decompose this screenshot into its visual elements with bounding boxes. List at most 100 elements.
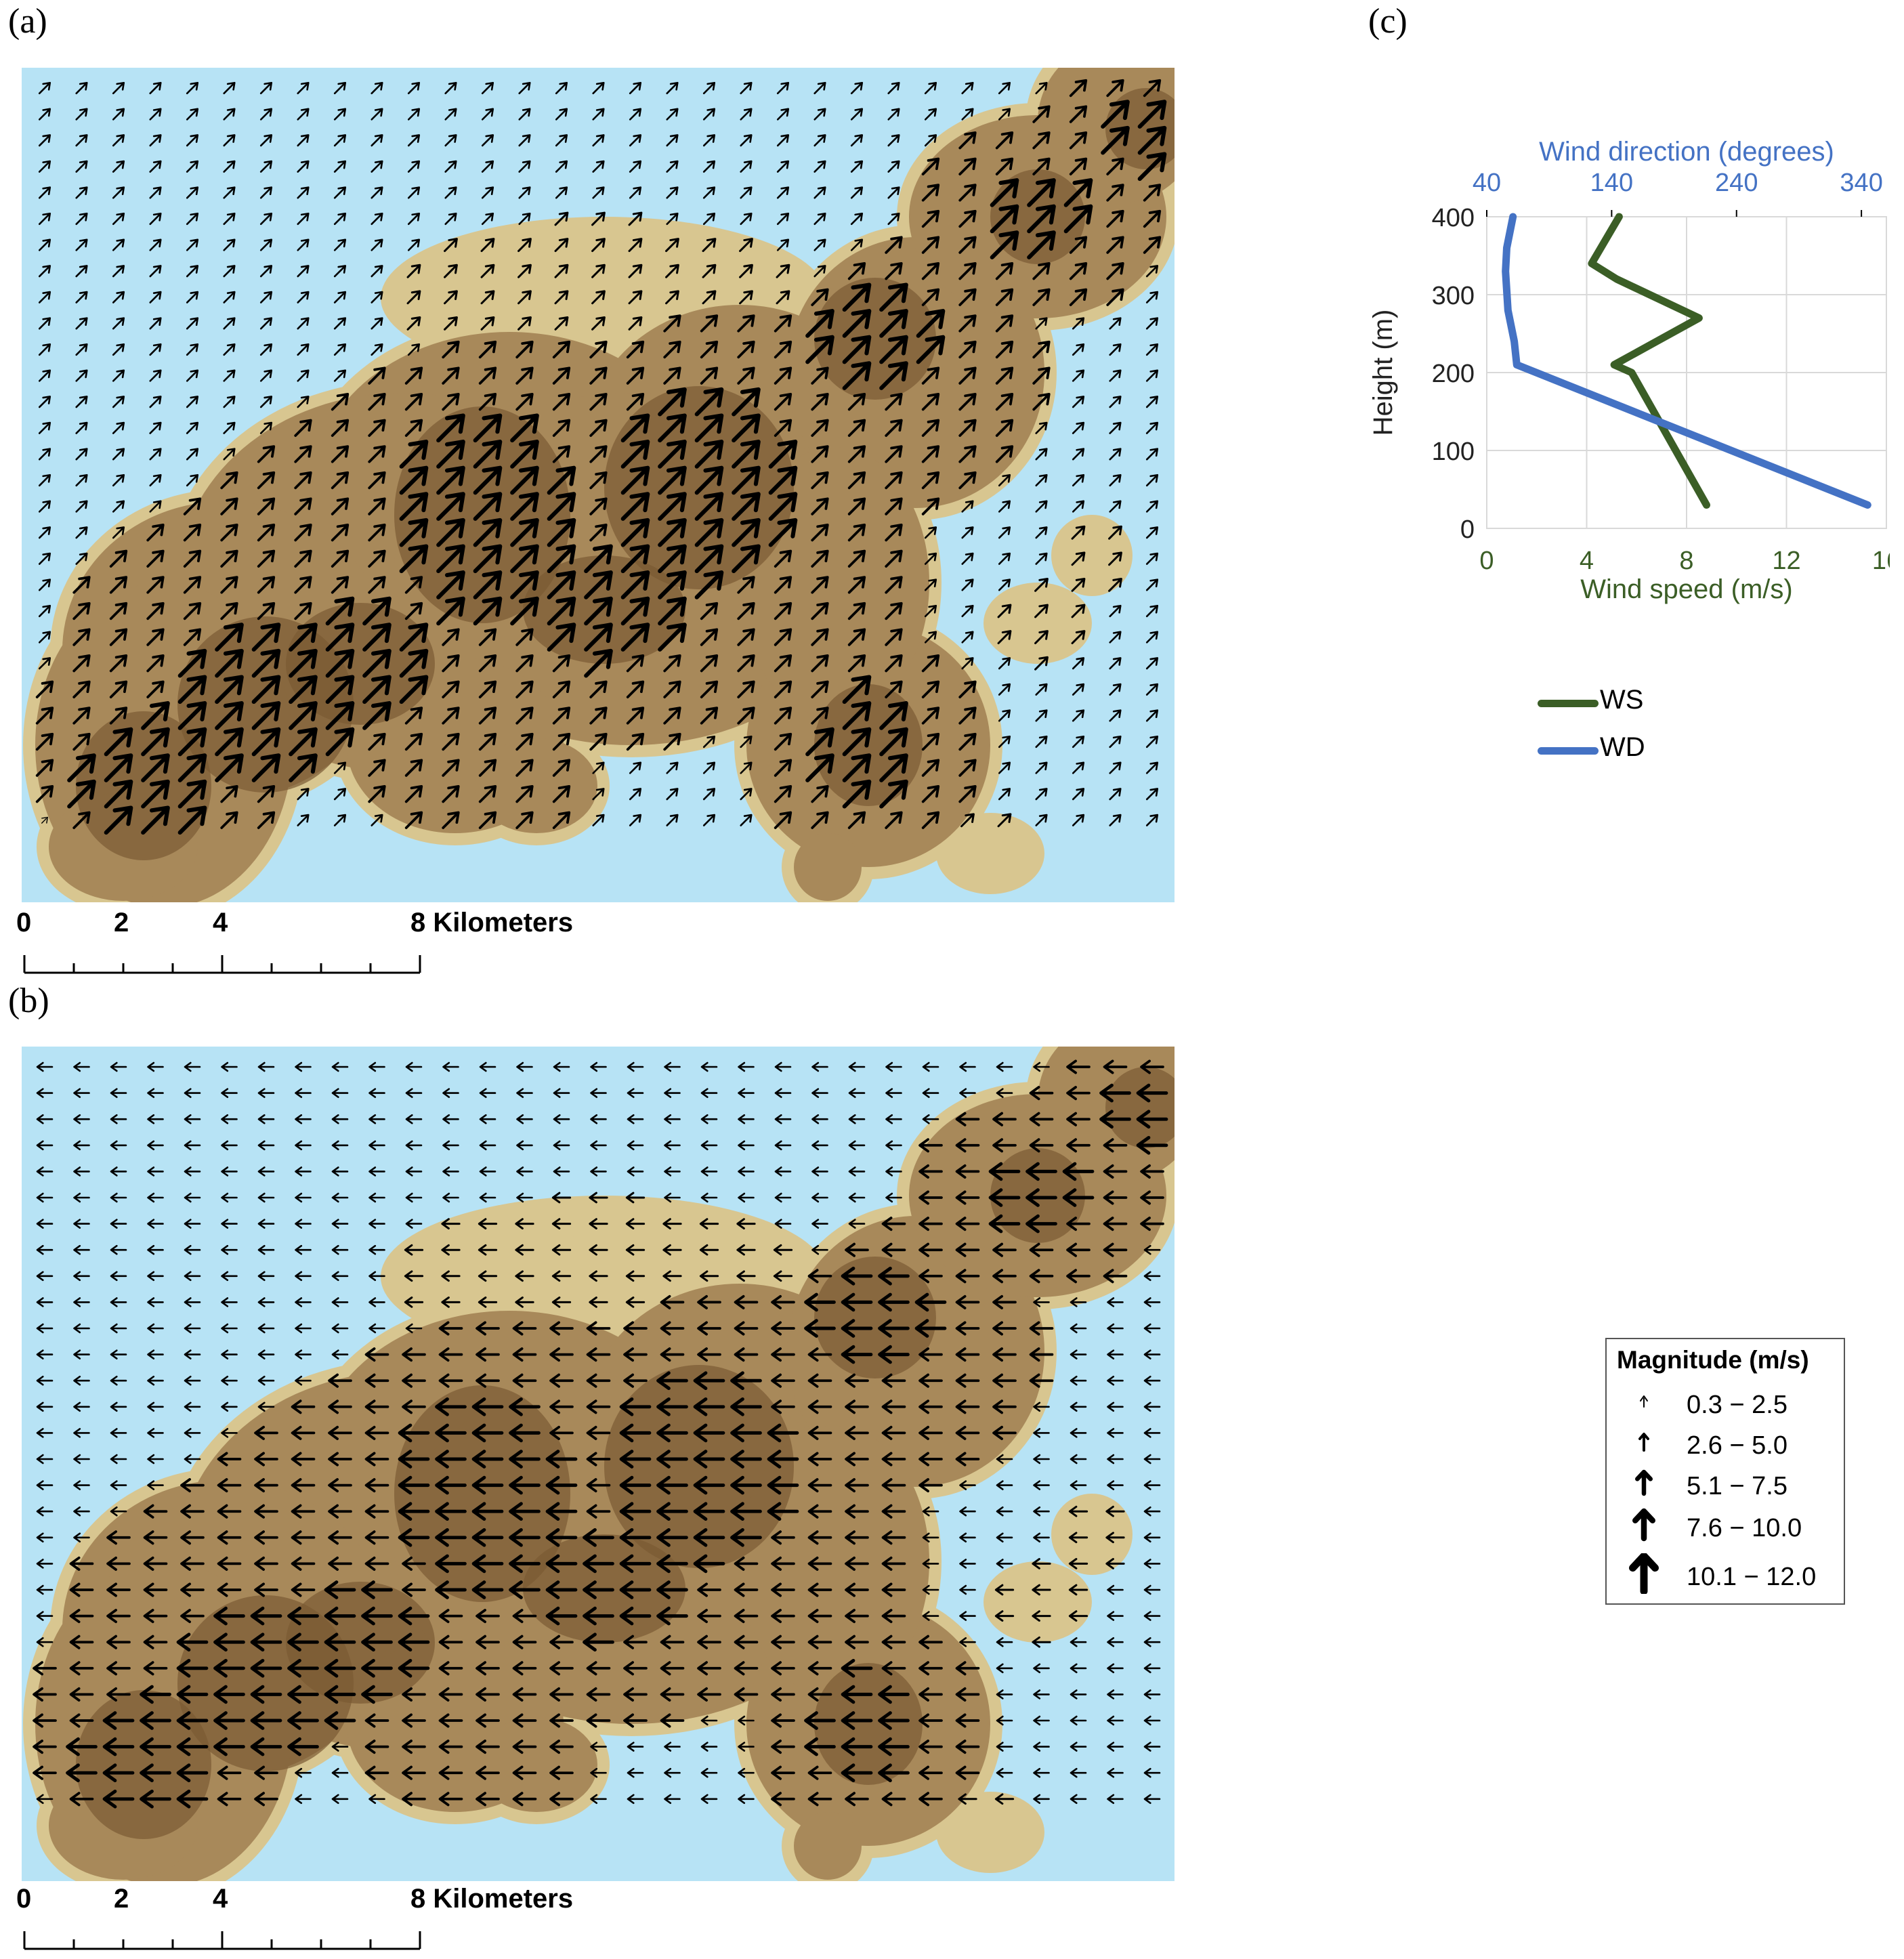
wind-arrow bbox=[848, 1140, 866, 1151]
wind-arrow bbox=[921, 393, 940, 411]
land-area bbox=[936, 1792, 1044, 1873]
wind-arrow bbox=[398, 1450, 430, 1469]
wind-arrow bbox=[1143, 209, 1162, 228]
wind-arrow bbox=[75, 81, 88, 95]
wind-arrow bbox=[1035, 81, 1048, 95]
wind-arrow bbox=[516, 1061, 533, 1072]
wind-arrow bbox=[509, 1528, 541, 1547]
wind-arrow bbox=[734, 1321, 759, 1336]
wind-arrow bbox=[1109, 369, 1122, 382]
wind-arrow bbox=[331, 1192, 349, 1203]
wind-arrow bbox=[776, 264, 790, 278]
wind-arrow bbox=[845, 1373, 869, 1388]
wind-arrow bbox=[555, 186, 568, 199]
scalebar-ruler bbox=[23, 1931, 421, 1950]
wind-arrow bbox=[697, 1661, 721, 1676]
wind-arrow bbox=[1033, 1715, 1050, 1726]
wind-arrow bbox=[333, 186, 347, 199]
wind-arrow bbox=[69, 1635, 94, 1649]
wind-arrow bbox=[254, 1556, 278, 1571]
wind-arrow bbox=[666, 81, 679, 95]
wind-arrow bbox=[220, 524, 238, 542]
wind-arrow bbox=[771, 1582, 795, 1597]
wind-arrow bbox=[879, 779, 908, 809]
wind-arrow bbox=[1143, 1480, 1161, 1490]
magnitude-class-label: 0.3 − 2.5 bbox=[1687, 1391, 1787, 1419]
wind-arrow bbox=[552, 419, 571, 437]
wind-arrow bbox=[995, 157, 1014, 175]
wind-arrow bbox=[879, 753, 908, 782]
wind-arrow bbox=[407, 134, 421, 147]
wind-arrow bbox=[213, 1606, 245, 1626]
wind-arrow bbox=[364, 1347, 389, 1362]
wind-arrow bbox=[368, 366, 386, 385]
wind-arrow bbox=[442, 707, 460, 725]
wind-arrow bbox=[112, 186, 125, 199]
wind-arrow bbox=[619, 1606, 652, 1626]
wind-arrow bbox=[918, 1452, 943, 1467]
wind-arrow bbox=[1107, 1297, 1124, 1307]
wind-arrow bbox=[737, 340, 755, 359]
wind-arrow bbox=[627, 1114, 644, 1124]
wind-arrow bbox=[184, 1192, 201, 1203]
wind-arrow bbox=[850, 212, 864, 226]
wind-arrow bbox=[734, 1582, 759, 1597]
wind-arrow bbox=[257, 1349, 275, 1360]
wind-arrow bbox=[545, 1606, 578, 1626]
wind-arrow bbox=[217, 1452, 242, 1467]
wind-arrow bbox=[1107, 1402, 1124, 1412]
wind-arrow bbox=[250, 1685, 282, 1704]
wind-arrow bbox=[106, 1582, 131, 1597]
wind-arrow bbox=[325, 701, 355, 730]
wind-arrow bbox=[658, 387, 687, 417]
wind-arrow bbox=[257, 549, 276, 568]
wind-arrow bbox=[331, 576, 350, 594]
wind-arrow bbox=[1106, 236, 1124, 254]
wind-arrow bbox=[184, 1428, 201, 1438]
wind-arrow bbox=[592, 186, 605, 199]
wind-arrow bbox=[186, 186, 199, 199]
wind-arrow bbox=[998, 526, 1011, 539]
wind-arrow bbox=[251, 701, 281, 730]
wind-map-a bbox=[22, 68, 1175, 902]
wind-arrow bbox=[109, 628, 128, 646]
wind-arrow bbox=[69, 1556, 94, 1571]
wind-arrow bbox=[405, 1192, 423, 1203]
wind-arrow bbox=[921, 366, 940, 385]
wind-arrow bbox=[368, 1244, 385, 1255]
wind-arrow bbox=[740, 81, 753, 95]
wind-arrow bbox=[1106, 157, 1124, 175]
wind-arrow bbox=[702, 264, 717, 278]
wind-arrow bbox=[1145, 396, 1159, 408]
wind-arrow bbox=[250, 1658, 282, 1678]
wind-arrow bbox=[626, 680, 645, 698]
wind-arrow bbox=[368, 393, 386, 411]
wind-arrow bbox=[629, 160, 642, 173]
wind-arrow bbox=[623, 1373, 648, 1388]
wind-arrow bbox=[1143, 1637, 1161, 1647]
wind-arrow bbox=[918, 1242, 943, 1257]
wind-arrow bbox=[665, 290, 679, 305]
wind-arrow bbox=[257, 1192, 275, 1203]
wind-arrow bbox=[259, 265, 273, 278]
wind-arrow bbox=[509, 1397, 541, 1416]
wind-arrow bbox=[254, 1504, 278, 1519]
wind-arrow bbox=[807, 1687, 832, 1702]
wind-arrow bbox=[287, 1632, 319, 1652]
wind-arrow bbox=[1032, 131, 1051, 150]
wind-arrow bbox=[515, 340, 534, 359]
wind-arrow bbox=[213, 1658, 245, 1678]
wind-arrow bbox=[628, 290, 643, 305]
wind-arrow bbox=[110, 1349, 127, 1360]
wind-arrow bbox=[881, 1792, 906, 1807]
wind-arrow bbox=[480, 316, 495, 331]
wind-arrow bbox=[961, 526, 974, 539]
wind-arrow bbox=[990, 230, 1019, 259]
wind-arrow bbox=[776, 108, 790, 121]
wind-arrow bbox=[916, 335, 946, 364]
wind-arrow bbox=[1029, 1086, 1054, 1101]
wind-arrow bbox=[990, 204, 1019, 234]
wind-arrow bbox=[143, 1504, 168, 1519]
wind-arrow bbox=[407, 186, 421, 199]
wind-arrow bbox=[995, 340, 1014, 359]
